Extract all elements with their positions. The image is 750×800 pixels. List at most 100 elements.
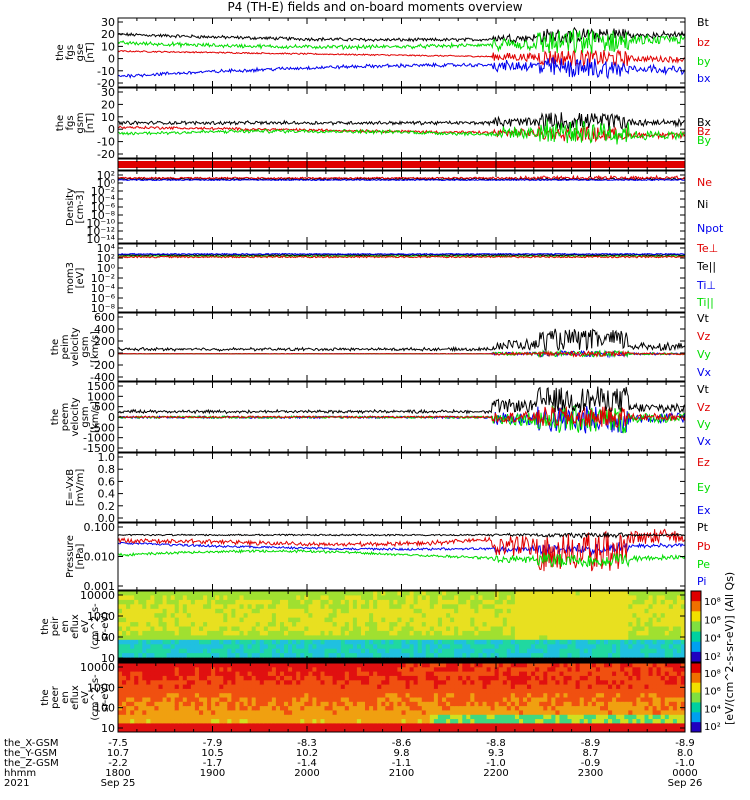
heatmap-cell-peer_eflux [182,723,188,729]
heatmap-cell-peir_eflux [409,657,415,662]
heatmap-cell-peir_eflux [433,599,439,605]
heatmap-cell-peir_eflux [142,635,147,641]
heatmap-cell-peer_eflux [466,727,471,732]
legend-temperature-Ti||: Ti|| [696,296,714,309]
heatmap-cell-peir_eflux [397,648,402,654]
heatmap-cell-peer_eflux [190,710,196,716]
heatmap-cell-peer_eflux [559,675,565,681]
heatmap-cell-peer_eflux [478,723,483,729]
heatmap-cell-peir_eflux [490,622,496,628]
heatmap-cell-peer_eflux [227,684,232,690]
heatmap-cell-peir_eflux [300,653,305,659]
heatmap-cell-peer_eflux [271,675,277,681]
heatmap-cell-peir_eflux [567,622,573,628]
heatmap-cell-peir_eflux [583,613,589,619]
heatmap-cell-peir_eflux [284,635,289,641]
heatmap-cell-peer_eflux [510,719,516,724]
heatmap-cell-peir_eflux [336,644,342,650]
heatmap-cell-peir_eflux [385,608,390,614]
heatmap-cell-peer_eflux [348,719,354,724]
heatmap-cell-peer_eflux [340,680,346,686]
heatmap-cell-peer_eflux [186,663,192,668]
heatmap-cell-peir_eflux [324,635,330,641]
heatmap-cell-peer_eflux [227,675,232,681]
heatmap-cell-peer_eflux [300,723,305,729]
heatmap-cell-peer_eflux [259,714,265,720]
heatmap-cell-peer_eflux [446,714,451,720]
heatmap-cell-peir_eflux [288,644,293,650]
heatmap-cell-peir_eflux [680,635,685,641]
heatmap-cell-peer_eflux [482,701,488,707]
heatmap-cell-peir_eflux [292,591,297,596]
heatmap-cell-peer_eflux [178,663,184,668]
heatmap-cell-peer_eflux [373,723,378,729]
heatmap-cell-peer_eflux [539,667,544,673]
heatmap-cell-peir_eflux [247,644,253,650]
heatmap-cell-peer_eflux [300,663,305,668]
heatmap-cell-peir_eflux [567,653,573,659]
heatmap-cell-peir_eflux [458,591,463,596]
heatmap-cell-peer_eflux [170,684,176,690]
heatmap-cell-peir_eflux [575,648,581,654]
heatmap-cell-peer_eflux [450,723,455,729]
heatmap-cell-peer_eflux [369,693,374,699]
heatmap-cell-peir_eflux [466,653,471,659]
heatmap-cell-peir_eflux [636,630,641,636]
heatmap-cell-peer_eflux [361,675,366,681]
heatmap-cell-peer_eflux [308,706,313,711]
heatmap-cell-peer_eflux [575,688,581,694]
heatmap-cell-peer_eflux [429,719,435,724]
heatmap-cell-peir_eflux [182,657,188,662]
heatmap-cell-peir_eflux [126,608,131,614]
heatmap-cell-peir_eflux [559,635,565,641]
y-tick-label-peim_velocity: -400 [90,371,115,384]
heatmap-cell-peir_eflux [551,639,556,645]
heatmap-cell-peer_eflux [178,671,184,677]
heatmap-cell-peer_eflux [186,719,192,724]
heatmap-cell-peer_eflux [393,710,398,716]
heatmap-cell-peir_eflux [190,630,196,636]
y-axis-label-line-peem_velocity: peem [60,403,71,431]
heatmap-cell-peir_eflux [126,635,131,641]
heatmap-cell-peer_eflux [243,684,249,690]
heatmap-cell-peir_eflux [352,644,358,650]
heatmap-cell-peir_eflux [344,622,350,628]
heatmap-cell-peir_eflux [664,604,670,610]
heatmap-cell-peir_eflux [559,626,565,632]
heatmap-cell-peir_eflux [292,653,297,659]
heatmap-cell-peir_eflux [579,626,585,632]
heatmap-cell-peer_eflux [126,680,131,686]
heatmap-cell-peer_eflux [332,714,338,720]
heatmap-cell-peir_eflux [563,613,569,619]
heatmap-cell-peir_eflux [498,653,504,659]
heatmap-cell-peer_eflux [547,680,552,686]
heatmap-cell-peer_eflux [498,693,504,699]
heatmap-cell-peer_eflux [458,701,463,707]
heatmap-cell-peer_eflux [519,701,524,707]
heatmap-cell-peer_eflux [527,723,532,729]
heatmap-cell-peer_eflux [247,714,253,720]
heatmap-cell-peer_eflux [227,693,232,699]
heatmap-cell-peir_eflux [664,644,670,650]
heatmap-cell-peer_eflux [510,684,516,690]
heatmap-cell-peer_eflux [259,680,265,686]
heatmap-cell-peer_eflux [579,727,585,732]
heatmap-cell-peer_eflux [182,663,188,668]
heatmap-cell-peer_eflux [263,680,269,686]
heatmap-cell-peir_eflux [604,617,609,623]
series-fgs_gsm-green [118,119,685,145]
heatmap-cell-peer_eflux [466,701,471,707]
heatmap-cell-peir_eflux [373,653,378,659]
heatmap-cell-peir_eflux [194,608,200,614]
heatmap-cell-peer_eflux [186,714,192,720]
heatmap-cell-peer_eflux [296,697,301,703]
heatmap-cell-peir_eflux [433,653,439,659]
heatmap-cell-peer_eflux [543,667,548,673]
heatmap-cell-peir_eflux [591,630,597,636]
heatmap-cell-peir_eflux [223,617,228,623]
heatmap-cell-peir_eflux [660,648,666,654]
heatmap-cell-peir_eflux [555,657,560,662]
heatmap-cell-peir_eflux [251,622,257,628]
heatmap-cell-peir_eflux [652,604,658,610]
heatmap-cell-peir_eflux [385,591,390,596]
